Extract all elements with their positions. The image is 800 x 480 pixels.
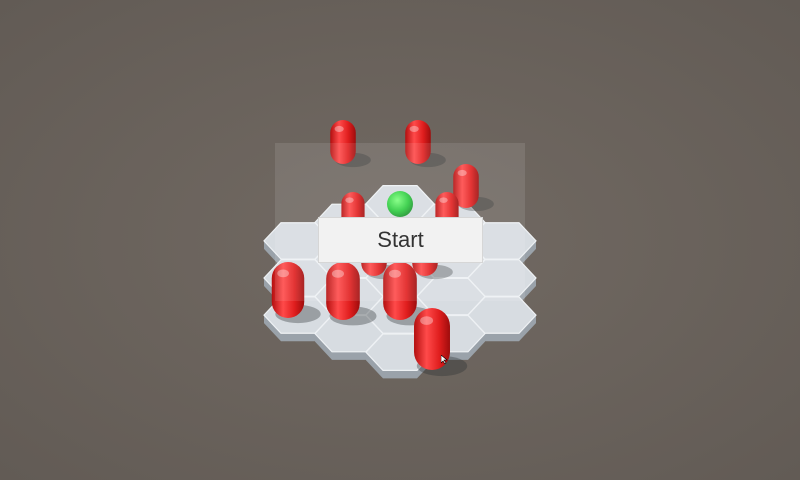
mouse-cursor-icon: [441, 355, 448, 364]
enemy-capsule-body: [383, 262, 417, 320]
enemy-capsule-highlight: [345, 197, 354, 203]
start-button[interactable]: Start: [318, 217, 483, 263]
enemy-capsule-highlight: [277, 269, 289, 278]
enemy-capsule-highlight: [457, 169, 467, 176]
enemy-capsule-highlight: [331, 269, 345, 278]
player-sphere: [387, 191, 413, 217]
enemy-capsule-highlight: [334, 125, 344, 132]
enemy-capsule: [271, 262, 305, 318]
enemy-capsule: [453, 164, 479, 208]
enemy-capsule-body: [405, 120, 431, 164]
enemy-capsule-body: [271, 262, 305, 318]
enemy-capsule: [326, 262, 360, 320]
enemy-capsule: [405, 120, 431, 164]
enemy-capsule: [414, 308, 450, 370]
player-sphere-body: [387, 191, 413, 217]
enemy-capsule-highlight: [439, 197, 448, 203]
enemy-capsule-body: [330, 120, 356, 164]
enemy-capsule: [330, 120, 356, 164]
hex-tile-side: [366, 352, 434, 379]
enemy-capsule-body: [326, 262, 360, 320]
enemy-capsule-highlight: [420, 316, 434, 325]
enemy-capsule-highlight: [388, 269, 402, 278]
enemy-capsule: [383, 262, 417, 320]
enemy-capsule-body: [453, 164, 479, 208]
enemy-capsule-body: [414, 308, 450, 370]
units-layer: [271, 120, 479, 370]
enemy-capsule-highlight: [409, 125, 419, 132]
